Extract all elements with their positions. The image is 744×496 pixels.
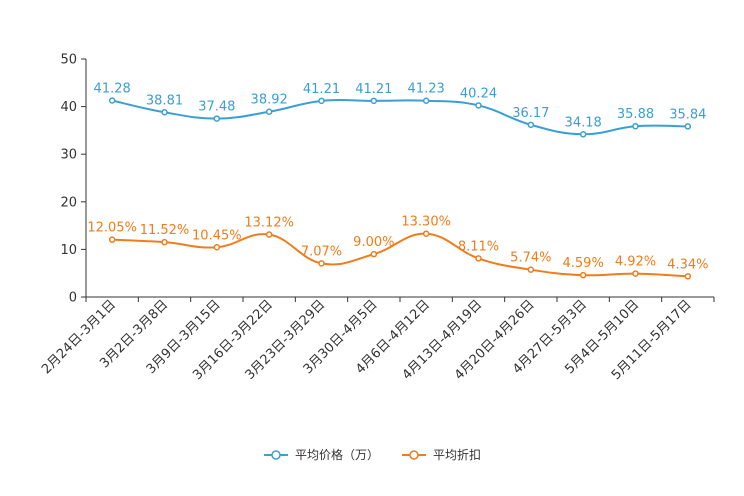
- discount-data-label: 4.92%: [615, 255, 656, 270]
- price-data-label: 38.92: [251, 93, 288, 108]
- discount-data-point[interactable]: [213, 244, 221, 251]
- price-data-label: 38.81: [146, 93, 183, 108]
- price-data-point[interactable]: [265, 108, 273, 115]
- price-series-line: [111, 98, 688, 136]
- price-data-label: 37.48: [198, 100, 235, 115]
- price-data-point[interactable]: [161, 109, 168, 116]
- discount-data-label: 7.07%: [301, 244, 342, 259]
- discount-data-point[interactable]: [265, 231, 273, 238]
- discount-data-label: 11.52%: [140, 223, 190, 238]
- price-data-label: 35.84: [669, 107, 706, 122]
- discount-data-point[interactable]: [108, 236, 116, 243]
- price-data-label: 34.18: [565, 115, 602, 130]
- legend-discount-line-icon: [402, 449, 426, 460]
- price-data-point[interactable]: [213, 115, 221, 122]
- discount-data-point[interactable]: [422, 230, 430, 237]
- y-tick-label: 10: [60, 243, 77, 258]
- price-data-point[interactable]: [370, 97, 378, 105]
- discount-data-label: 9.00%: [353, 235, 394, 250]
- price-data-label: 35.88: [617, 107, 654, 122]
- price-data-point[interactable]: [684, 123, 692, 130]
- price-data-label: 41.28: [94, 82, 131, 97]
- line-chart: 010203040502月24日-3月1日3月2日-3月8日3月9日-3月15日…: [39, 53, 715, 383]
- discount-data-label: 12.05%: [87, 221, 137, 236]
- legend-price-line-icon: [263, 449, 288, 460]
- discount-data-point[interactable]: [370, 250, 378, 258]
- discount-data-point[interactable]: [475, 255, 482, 262]
- discount-data-label: 4.34%: [667, 257, 708, 272]
- price-data-point[interactable]: [108, 97, 116, 104]
- price-data-label: 41.21: [355, 82, 392, 97]
- price-data-label: 41.21: [303, 82, 340, 97]
- discount-data-point[interactable]: [684, 273, 692, 280]
- price-data-label: 36.17: [512, 106, 549, 121]
- discount-data-label: 13.30%: [401, 215, 451, 230]
- chart-legend: 平均价格（万） 平均折扣: [0, 446, 744, 463]
- discount-data-label: 8.11%: [458, 239, 499, 254]
- discount-data-label: 5.74%: [510, 251, 551, 266]
- discount-series-line: [112, 232, 688, 278]
- discount-data-point[interactable]: [161, 238, 168, 246]
- y-tick-label: 50: [60, 53, 77, 68]
- y-tick-label: 20: [60, 195, 77, 210]
- price-data-point[interactable]: [475, 102, 482, 109]
- discount-data-label: 13.12%: [244, 216, 294, 231]
- price-data-point[interactable]: [422, 97, 430, 104]
- discount-data-label: 10.45%: [192, 228, 242, 243]
- price-data-point[interactable]: [527, 121, 535, 129]
- price-data-label: 40.24: [460, 86, 497, 101]
- price-data-point[interactable]: [318, 97, 325, 105]
- legend-discount-label: 平均折扣: [433, 448, 482, 462]
- price-data-label: 41.23: [408, 82, 445, 97]
- discount-data-point[interactable]: [632, 270, 639, 277]
- y-tick-label: 0: [69, 291, 77, 306]
- discount-data-point[interactable]: [527, 266, 535, 273]
- legend-price-label: 平均价格（万）: [294, 448, 379, 462]
- discount-data-point[interactable]: [579, 271, 587, 279]
- discount-data-label: 4.59%: [563, 256, 604, 271]
- price-data-point[interactable]: [579, 131, 587, 138]
- legend-item-discount[interactable]: 平均折扣: [401, 446, 481, 463]
- discount-data-point[interactable]: [318, 260, 325, 267]
- y-tick-label: 30: [60, 148, 77, 163]
- y-tick-label: 40: [60, 100, 77, 115]
- legend-item-price[interactable]: 平均价格（万）: [263, 446, 379, 463]
- price-data-point[interactable]: [632, 122, 639, 130]
